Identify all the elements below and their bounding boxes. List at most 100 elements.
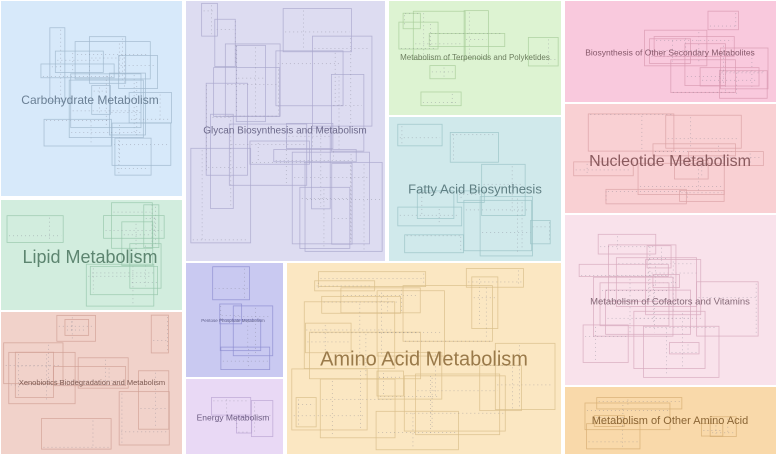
sub-pathway — [275, 50, 344, 107]
sub-pathway — [111, 202, 153, 249]
sub-pathway — [644, 29, 708, 67]
sub-pathway — [85, 263, 155, 307]
sub-pathway — [669, 342, 700, 355]
sub-pathway — [428, 33, 506, 47]
pathway-region: Energy Metabolism — [184, 377, 285, 455]
sub-pathway — [291, 151, 370, 245]
region-label: Metabolism of Cofactors and Vitamins — [590, 297, 750, 308]
sub-pathway — [687, 151, 764, 167]
sub-pathway — [653, 36, 735, 57]
sub-pathway — [643, 325, 720, 378]
pathway-region: Metabolism of Other Amino Acid — [563, 385, 777, 455]
region-label: Biosynthesis of Other Secondary Metaboli… — [585, 47, 755, 57]
sub-pathway — [138, 370, 170, 430]
region-background — [387, 115, 563, 263]
region-label: Lipid Metabolism — [22, 247, 157, 267]
region-label: Nucleotide Metabolism — [589, 153, 751, 170]
sub-pathway — [43, 118, 112, 147]
sub-pathway — [150, 314, 169, 354]
sub-pathway — [582, 324, 629, 363]
sub-pathway — [674, 159, 709, 180]
sub-pathway — [340, 287, 421, 314]
sub-pathway — [312, 35, 373, 127]
sub-pathway — [449, 132, 499, 163]
region-label: Carbohydrate Metabolism — [21, 93, 158, 107]
sub-pathway — [8, 351, 76, 405]
region-background — [184, 0, 387, 263]
region-label: Amino Acid Metabolism — [320, 348, 528, 370]
sub-pathway — [128, 92, 172, 124]
sub-pathway — [404, 234, 464, 254]
pathway-region: Fatty Acid Biosynthesis — [387, 115, 563, 263]
sub-pathway — [56, 314, 96, 342]
sub-pathway — [646, 245, 672, 269]
sub-pathway — [578, 263, 669, 277]
sub-pathway — [3, 342, 64, 385]
region-label: Fatty Acid Biosynthesis — [408, 181, 542, 196]
sub-pathway — [64, 319, 90, 336]
sub-pathway — [608, 244, 677, 302]
sub-pathway — [211, 397, 252, 416]
sub-pathway — [304, 161, 383, 252]
sub-pathway — [376, 290, 445, 357]
sub-pathway — [573, 161, 634, 177]
sub-pathway — [77, 357, 129, 389]
sub-pathway — [309, 331, 422, 380]
region-background — [184, 377, 285, 455]
sub-pathway — [652, 143, 736, 157]
pathway-region: Carbohydrate Metabolism — [0, 0, 184, 198]
sub-pathway — [49, 27, 66, 102]
sub-pathway — [586, 423, 641, 450]
sub-pathway — [463, 10, 489, 59]
sub-pathway — [212, 266, 250, 301]
sub-pathway — [330, 74, 365, 152]
sub-pathway — [318, 271, 427, 287]
sub-pathway — [295, 397, 317, 428]
sub-pathway — [54, 50, 104, 73]
sub-pathway — [719, 70, 768, 99]
sub-pathway — [88, 36, 127, 84]
sub-pathway — [587, 113, 675, 152]
sub-pathway — [494, 342, 556, 410]
sub-pathway — [201, 2, 218, 37]
sub-pathway — [402, 12, 421, 30]
sub-pathway — [530, 220, 551, 245]
sub-pathway — [429, 65, 456, 80]
sub-pathway — [605, 289, 691, 335]
pathway-region: Metabolism of Cofactors and Vitamins — [563, 213, 777, 387]
sub-pathway — [219, 303, 243, 325]
sub-pathway — [412, 10, 466, 61]
sub-pathway — [402, 285, 493, 342]
sub-pathway — [114, 137, 152, 176]
pathway-region: Metabolism of Terpenoids and Polyketides — [387, 0, 563, 117]
sub-pathway — [210, 113, 234, 209]
sub-pathway — [74, 41, 151, 80]
pathway-region: Pentose Phosphate Metabolism — [184, 261, 285, 379]
sub-pathway — [584, 402, 671, 431]
sub-pathway — [41, 418, 112, 450]
region-label: Xenobiotics Biodegradation and Metabolis… — [19, 378, 165, 387]
sub-pathway — [228, 123, 308, 186]
sub-pathway — [397, 123, 443, 147]
sub-pathway — [236, 416, 253, 434]
sub-pathway — [720, 47, 769, 90]
sub-pathway — [249, 140, 310, 165]
sub-pathway — [299, 186, 351, 249]
sub-pathway — [649, 38, 691, 64]
sub-pathway — [91, 85, 111, 115]
sub-pathway — [605, 188, 687, 205]
sub-pathway — [479, 364, 522, 412]
sub-pathway — [321, 295, 401, 314]
pathway-region: Biosynthesis of Other Secondary Metaboli… — [563, 0, 777, 104]
sub-pathway — [118, 55, 158, 89]
sub-pathway — [479, 196, 533, 257]
sub-pathway — [471, 276, 499, 329]
sub-pathway — [190, 147, 252, 244]
sub-pathway — [415, 373, 501, 436]
region-background — [285, 261, 563, 455]
sub-pathway — [213, 67, 281, 117]
sub-pathway — [311, 127, 331, 210]
sub-pathway — [707, 10, 739, 31]
sub-pathway — [235, 44, 266, 123]
sub-pathway — [220, 346, 271, 370]
